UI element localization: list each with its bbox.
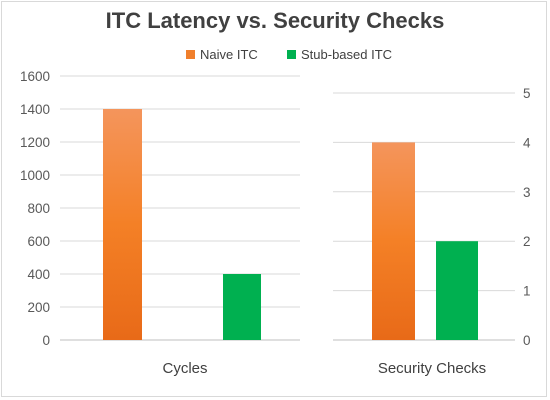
legend-swatch-naive xyxy=(186,50,195,59)
y-tick-label: 5 xyxy=(523,86,531,101)
y-tick-label: 2 xyxy=(523,234,531,249)
y-tick-label: 1600 xyxy=(20,69,50,84)
y-tick-label: 800 xyxy=(27,201,50,216)
bar-stub-security-checks xyxy=(436,241,478,340)
y-tick-label: 1200 xyxy=(20,135,50,150)
legend-label-stub: Stub-based ITC xyxy=(301,47,393,62)
bar-naive-security-checks xyxy=(372,142,415,340)
x-category-label: Cycles xyxy=(162,360,207,377)
chart-title: ITC Latency vs. Security Checks xyxy=(105,8,445,33)
y-tick-label: 400 xyxy=(27,267,50,282)
x-category-label: Security Checks xyxy=(378,360,486,377)
bar-stub-cycles xyxy=(223,274,261,340)
y-tick-label: 600 xyxy=(27,234,50,249)
y-tick-label: 0 xyxy=(42,333,50,348)
y-tick-label: 1000 xyxy=(20,168,50,183)
y-tick-label: 1400 xyxy=(20,102,50,117)
y-tick-label: 1 xyxy=(523,284,531,299)
y-tick-label: 200 xyxy=(27,300,50,315)
y-tick-label: 0 xyxy=(523,333,531,348)
y-tick-label: 3 xyxy=(523,185,531,200)
legend-label-naive: Naive ITC xyxy=(200,47,258,62)
legend: Naive ITC Stub-based ITC xyxy=(0,47,550,67)
legend-item-naive: Naive ITC xyxy=(186,47,258,62)
legend-swatch-stub xyxy=(287,50,296,59)
y-tick-label: 4 xyxy=(523,135,531,150)
legend-item-stub: Stub-based ITC xyxy=(287,47,392,62)
bar-naive-cycles xyxy=(103,109,142,340)
